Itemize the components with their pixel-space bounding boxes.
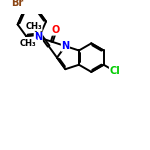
Text: N: N — [61, 41, 69, 51]
Text: CH₃: CH₃ — [25, 22, 42, 31]
Text: Br: Br — [11, 0, 24, 8]
Text: Cl: Cl — [109, 66, 120, 76]
Text: O: O — [51, 25, 60, 35]
Text: CH₃: CH₃ — [20, 39, 36, 48]
Text: N: N — [34, 32, 42, 42]
